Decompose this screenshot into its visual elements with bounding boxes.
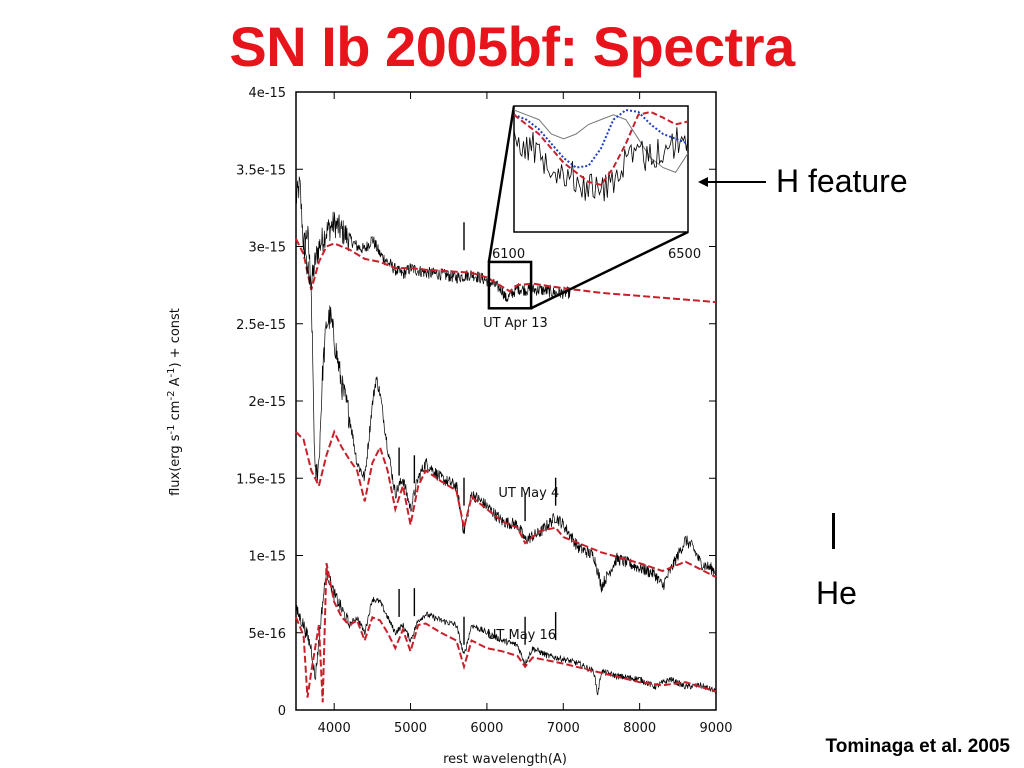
x-tick-label: 4000 xyxy=(318,721,351,736)
inset-red-model-line xyxy=(513,110,689,187)
h-feature-label: H feature xyxy=(776,163,908,199)
x-tick-label: 5000 xyxy=(394,721,427,736)
zoom-connector-line xyxy=(530,230,689,310)
epoch-label: UT May 4 xyxy=(498,486,559,501)
inset-frame xyxy=(513,105,689,233)
model-spectrum-line xyxy=(295,429,717,578)
y-tick-label: 3.5e-15 xyxy=(236,163,286,178)
he-label: He xyxy=(816,575,857,611)
inset-blue-model-line xyxy=(513,108,689,169)
epoch-label: UT May 16 xyxy=(487,628,556,643)
y-tick-label: 2.5e-15 xyxy=(236,318,286,333)
h-feature-arrow-icon xyxy=(698,177,766,187)
y-tick-label: 3e-15 xyxy=(248,241,286,256)
inset-gray-model-line xyxy=(513,109,689,174)
y-axis-title: flux(erg s-1 cm-2 A-1) + const xyxy=(166,308,183,496)
inset-observed-line xyxy=(513,127,689,202)
zoom-connector-line xyxy=(487,105,516,263)
y-tick-label: 1e-15 xyxy=(248,550,286,565)
y-tick-label: 4e-15 xyxy=(248,86,286,101)
x-tick-label: 9000 xyxy=(699,721,732,736)
y-tick-label: 5e-16 xyxy=(248,627,286,642)
epoch-label: UT Apr 13 xyxy=(483,316,548,331)
observed-spectrum-line xyxy=(295,565,717,696)
citation: Tominaga et al. 2005 xyxy=(825,736,1010,757)
y-tick-label: 0 xyxy=(278,704,286,719)
slide-title: SN Ib 2005bf: Spectra xyxy=(229,15,795,78)
observed-spectrum-line xyxy=(303,241,717,593)
y-tick-label: 1.5e-15 xyxy=(236,472,286,487)
zoom-region-box xyxy=(487,260,533,310)
x-tick-label: 6000 xyxy=(470,721,503,736)
y-tick-label: 2e-15 xyxy=(248,395,286,410)
x-tick-label: 7000 xyxy=(547,721,580,736)
inset-x-label: 6500 xyxy=(668,247,701,262)
inset-x-label: 6100 xyxy=(492,247,525,262)
x-axis-title: rest wavelength(A) xyxy=(443,752,567,767)
model-spectrum-line xyxy=(295,563,717,703)
he-line-marker xyxy=(832,513,835,549)
observed-spectrum-line xyxy=(295,176,572,302)
x-tick-label: 8000 xyxy=(623,721,656,736)
